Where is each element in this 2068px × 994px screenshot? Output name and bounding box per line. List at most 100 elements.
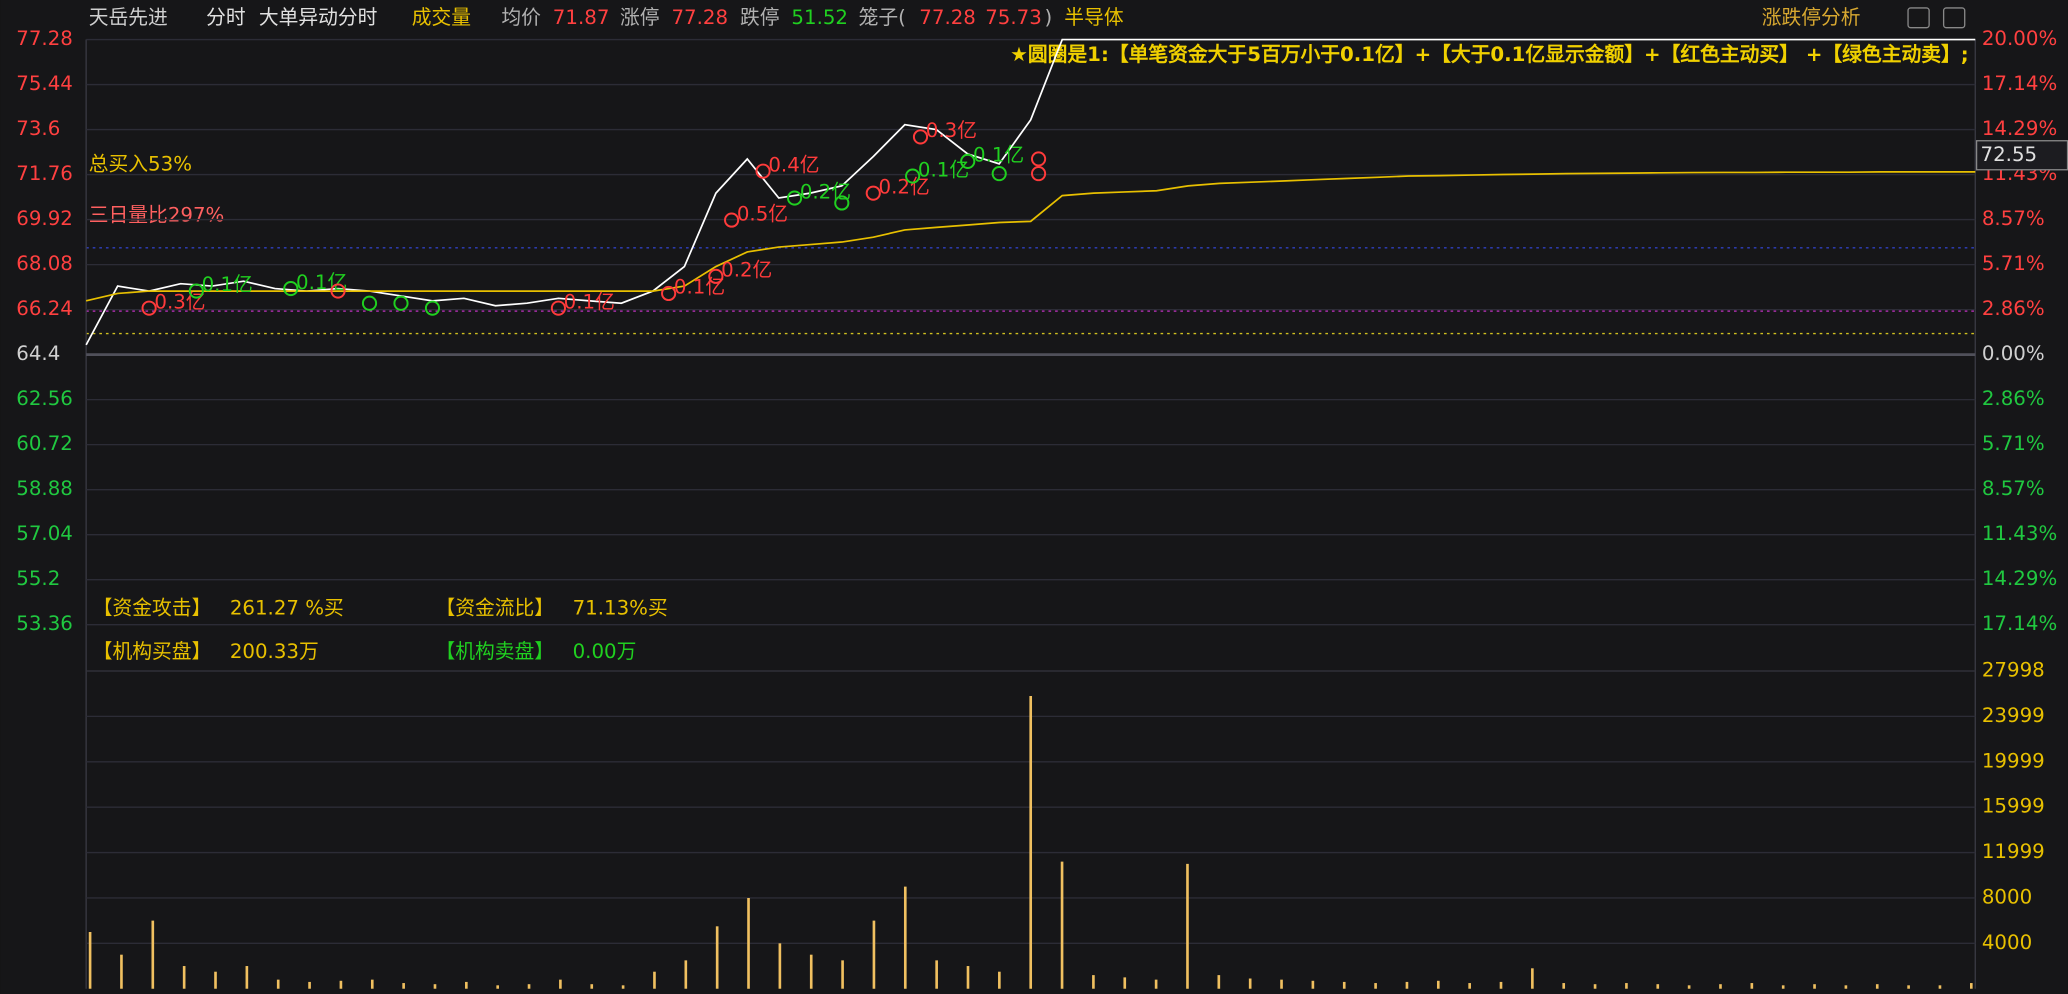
current-price: 72.55 (1981, 143, 2038, 166)
trade-label: 0.3亿 (926, 119, 977, 142)
trade-marker (424, 300, 441, 316)
y2-tick-label: 14.29% (1982, 117, 2057, 140)
indicator[interactable]: 大单异动分时 (259, 6, 378, 29)
trade-marker (834, 195, 850, 211)
y2-tick-label: 17.14% (1982, 72, 2057, 95)
tool-link[interactable]: 涨跌停分析 (1762, 6, 1861, 29)
trade-marker (708, 268, 724, 284)
legend-note: ★圆圈是1:【单笔资金大于5百万小于0.1亿】+【大于0.1亿显示金额】+【红色… (1010, 43, 1969, 66)
y2-tick-label: 17.14% (1982, 612, 2057, 635)
y-tick-label: 55.2 (16, 567, 60, 590)
trade-label: 0.2亿 (721, 259, 772, 282)
trade-label: 0.3亿 (154, 290, 205, 313)
header: 天岳先进 分时 大单异动分时 成交量 均价 71.87 涨停 77.28 跌停 … (89, 6, 1966, 29)
price-box (1975, 140, 2068, 171)
trade-label: 0.2亿 (800, 180, 851, 203)
trade-label: 0.1亿 (202, 273, 253, 296)
trade-marker (991, 166, 1007, 182)
y-tick-label: 62.56 (16, 387, 73, 410)
y2-tick-label: 20.00% (1982, 27, 2057, 50)
volume-tick-label: 11999 (1982, 840, 2045, 863)
mode[interactable]: 分时 (206, 6, 246, 29)
y-tick-label: 58.88 (16, 477, 73, 500)
stat-label: 【机构买盘】 (93, 640, 212, 663)
y2-tick-label: 5.71% (1982, 252, 2045, 275)
stat-value: 71.13%买 (573, 597, 668, 620)
trade-marker (361, 295, 378, 311)
cage-low: 75.73 (985, 6, 1042, 29)
y-tick-label: 66.24 (16, 297, 73, 320)
trade-label: 0.4亿 (768, 153, 819, 176)
trade-marker (188, 283, 204, 299)
y2-tick-label: 5.71% (1982, 432, 2045, 455)
trade-label: 0.1亿 (296, 271, 347, 294)
trade-marker (1030, 166, 1047, 182)
trade-marker (550, 300, 567, 316)
trade-marker (865, 185, 881, 201)
stat-value: 261.27 %买 (230, 597, 344, 620)
limit-down: 51.52 (791, 6, 848, 29)
trade-marker (905, 168, 921, 184)
y-tick-label: 75.44 (16, 72, 73, 95)
limit-down-label: 跌停 (740, 6, 780, 29)
trade-marker (786, 190, 803, 206)
volume-tick-label: 27998 (1982, 659, 2045, 682)
trade-marker (912, 129, 929, 145)
cage-close: ) (1045, 6, 1053, 29)
stat-value: 200.33万 (230, 640, 319, 663)
y-tick-label: 69.92 (16, 207, 73, 230)
y2-tick-label: 8.57% (1982, 207, 2045, 230)
volume-ratio: 三日量比297% (89, 204, 225, 227)
limit-up: 77.28 (671, 6, 728, 29)
cage-high: 77.28 (919, 6, 976, 29)
stock-name: 天岳先进 (89, 6, 168, 29)
trade-marker (755, 163, 771, 179)
y-tick-label: 68.08 (16, 252, 73, 275)
trade-marker (1030, 151, 1047, 167)
y2-tick-label: 14.29% (1982, 567, 2057, 590)
avg-value: 71.87 (553, 6, 610, 29)
trade-marker (330, 283, 346, 299)
y-tick-label: 60.72 (16, 432, 73, 455)
trade-label: 0.1亿 (918, 158, 969, 181)
reference-lines (86, 247, 1976, 335)
trade-marker (960, 153, 976, 169)
sub-indicator[interactable]: 成交量 (412, 6, 471, 29)
volume-tick-label: 4000 (1982, 931, 2032, 954)
y-tick-label: 57.04 (16, 522, 73, 545)
trade-label: 0.1亿 (564, 290, 615, 313)
trade-marker (283, 280, 299, 297)
y2-tick-label: 2.86% (1982, 297, 2045, 320)
y2-tick-label: 2.86% (1982, 387, 2045, 410)
trade-label: 0.1亿 (973, 144, 1024, 167)
trade-marker (661, 285, 677, 302)
trade-label: 0.1亿 (674, 276, 725, 299)
stat-label: 【资金流比】 (435, 597, 554, 620)
y-tick-label: 64.4 (16, 342, 60, 365)
y-tick-label: 53.36 (16, 612, 73, 635)
y2-tick-label: 8.57% (1982, 477, 2045, 500)
y2-tick-label: 0.00% (1982, 342, 2045, 365)
stat-value: 0.00万 (573, 640, 637, 663)
sector[interactable]: 半导体 (1064, 6, 1124, 29)
stat-label: 【资金攻击】 (93, 597, 212, 620)
avg-line (85, 171, 1976, 302)
volume-tick-label: 8000 (1982, 885, 2032, 908)
cage-label: 笼子( (859, 6, 906, 29)
volume-tick-label: 23999 (1982, 704, 2045, 727)
trade-marker (393, 295, 409, 311)
stat-label: 【机构卖盘】 (435, 640, 554, 663)
y2-tick-label: 11.43% (1982, 522, 2057, 545)
expand-button[interactable] (1907, 7, 1930, 29)
window-button[interactable] (1942, 7, 1966, 29)
volume-tick-label: 19999 (1982, 749, 2045, 772)
total-buy: 总买入53% (89, 152, 192, 175)
trade-marker (141, 300, 157, 316)
volume-tick-label: 15999 (1982, 795, 2045, 818)
avg-label: 均价 (501, 6, 541, 29)
limit-up-label: 涨停 (620, 6, 660, 29)
trade-marker (724, 212, 740, 228)
trade-label: 0.5亿 (737, 202, 788, 225)
